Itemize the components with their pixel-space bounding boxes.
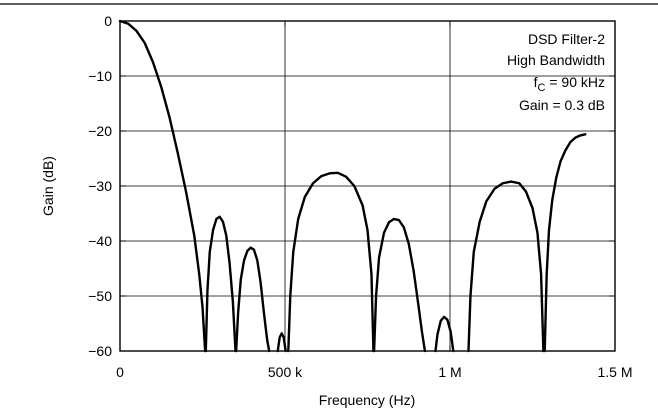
x-tick-label: 1.5 M	[597, 364, 632, 380]
gain-curve-lobe	[234, 246, 271, 353]
gain-curve-lobe	[204, 215, 237, 353]
plot-lines	[118, 19, 587, 353]
x-tick-label: 500 k	[268, 364, 303, 380]
gain-curve-lobe	[543, 133, 587, 353]
annotation-line-3: fC = 90 kHz	[534, 74, 605, 94]
y-tick-label: −40	[88, 233, 112, 249]
y-tick-label: −60	[88, 343, 112, 359]
annotation-line-1: DSD Filter-2	[528, 31, 605, 47]
annotation-line-3-suffix: = 90 kHz	[545, 74, 605, 90]
plot-frame	[119, 20, 616, 352]
annotation-line-4: Gain = 0.3 dB	[519, 97, 605, 113]
annotation-line-2: High Bandwidth	[507, 52, 605, 68]
annotation-line-3-subscript: C	[538, 82, 546, 94]
y-tick-label: −50	[88, 288, 112, 304]
y-tick-label: 0	[104, 13, 112, 29]
y-axis-title: Gain (dB)	[40, 156, 56, 216]
y-tick-label: −10	[88, 68, 112, 84]
annotation-box: DSD Filter-2 High Bandwidth fC = 90 kHz …	[507, 31, 605, 113]
x-axis-title: Frequency (Hz)	[319, 392, 415, 408]
x-tick-label: 0	[116, 364, 124, 380]
gain-curve-lobe	[467, 180, 545, 353]
y-tick-label: −20	[88, 123, 112, 139]
y-tick-label: −30	[88, 178, 112, 194]
gain-curve-lobe	[118, 19, 207, 353]
gain-curve-lobe	[276, 332, 287, 353]
x-tick-label: 1 M	[438, 364, 461, 380]
gain-curve-lobe	[287, 171, 375, 353]
gain-curve-lobe	[434, 315, 455, 353]
x-tick-labels: 0 500 k 1 M 1.5 M	[116, 364, 632, 380]
annotation-line-3-prefix: f	[534, 74, 538, 90]
gain-curve-lobe	[372, 217, 427, 353]
y-tick-labels: 0 −10 −20 −30 −40 −50 −60	[88, 13, 112, 359]
